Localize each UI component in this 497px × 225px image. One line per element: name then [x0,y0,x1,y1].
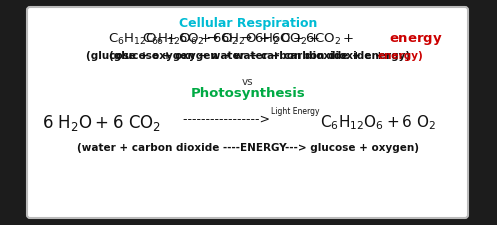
Text: ----------------->: -----------------> [175,113,274,126]
Text: $\mathregular{C_6H_{12}O_6 + 6O_2 \rightarrow 6H_2O + 6CO_2 +}$: $\mathregular{C_6H_{12}O_6 + 6O_2 \right… [108,32,321,47]
Text: energy): energy) [378,51,424,61]
Text: (water + carbon dioxide ----ENERGY---> glucose + oxygen): (water + carbon dioxide ----ENERGY---> g… [77,143,419,153]
Text: (glucose + oxygen → water + carbon dioxide +: (glucose + oxygen → water + carbon dioxi… [109,51,387,61]
Text: $\mathregular{C_6H_{12}O_6 + 6O_2 \rightarrow 6H_2O + 6CO_2 +\ }$: $\mathregular{C_6H_{12}O_6 + 6O_2 \right… [142,32,354,47]
Text: vs: vs [242,77,254,87]
Text: (glucose + oxygen → water + carbon dioxide + energy): (glucose + oxygen → water + carbon dioxi… [86,51,410,61]
Text: Light Energy: Light Energy [271,107,319,116]
FancyBboxPatch shape [27,7,468,218]
Text: Photosynthesis: Photosynthesis [191,87,305,100]
Text: Cellular Respiration: Cellular Respiration [179,17,317,30]
Text: $\mathregular{6\ H_2O + 6\ CO_2}$: $\mathregular{6\ H_2O + 6\ CO_2}$ [42,113,161,133]
Text: $\bf{energy}$: $\bf{energy}$ [389,32,443,47]
Text: $\mathregular{C_6H_{12}O_6 + 6\ O_2}$: $\mathregular{C_6H_{12}O_6 + 6\ O_2}$ [320,113,436,132]
